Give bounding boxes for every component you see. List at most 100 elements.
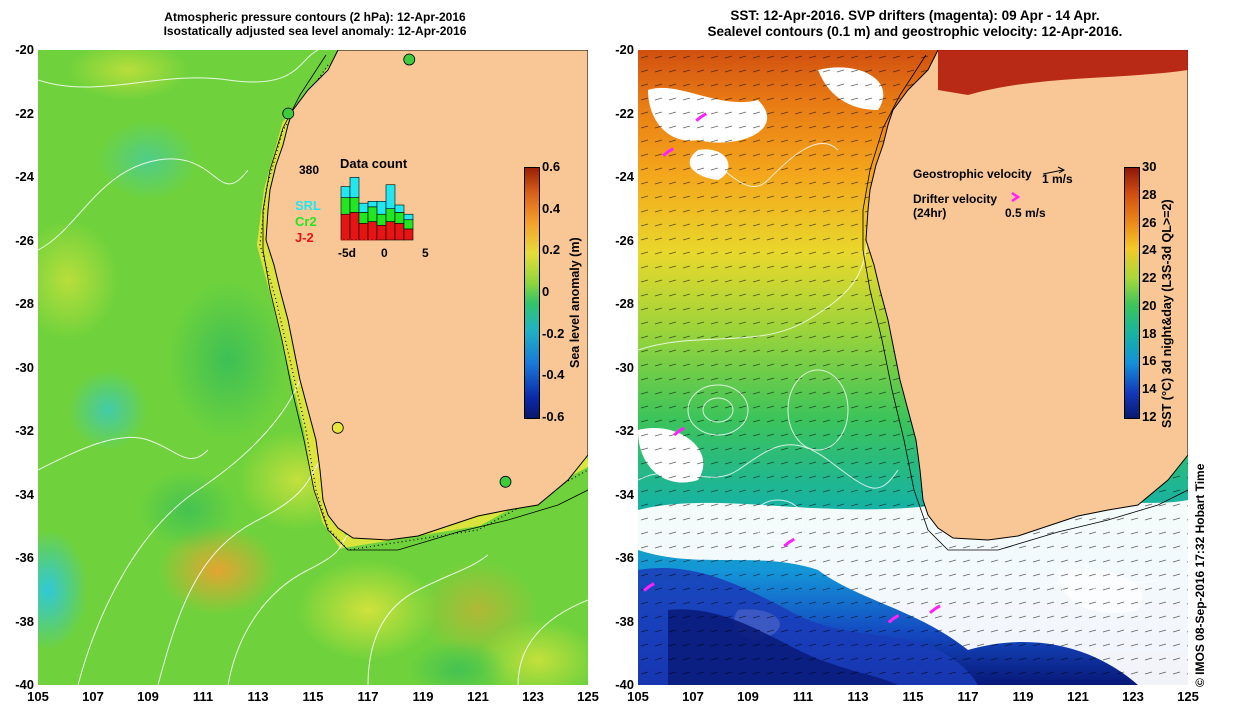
- data-count-bar-j2: [367, 221, 378, 241]
- left-map-title: Atmospheric pressure contours (2 hPa): 1…: [40, 10, 590, 38]
- data-count-bar-srl: [358, 202, 369, 213]
- colorbar-tick-label: -0.2: [542, 325, 565, 341]
- data-count-bar-j2: [385, 221, 396, 241]
- svp-drifter-track: [673, 426, 686, 437]
- svp-drifter-track: [695, 112, 708, 122]
- lon-tick-label: 113: [847, 689, 869, 704]
- data-count-bar-cr2: [376, 213, 387, 226]
- colorbar-tick-label: -0.4: [542, 367, 565, 383]
- sst-map: [638, 50, 1188, 685]
- lat-tick-label: -24: [15, 169, 34, 184]
- sst-map-canvas: [638, 50, 1188, 685]
- data-count-legend-j-2: J-2: [295, 230, 314, 245]
- colorbar-tick-label: 20: [1142, 297, 1157, 313]
- lon-tick-label: 115: [302, 689, 324, 704]
- drifter-velocity-label: Drifter velocity: [913, 192, 998, 206]
- lon-tick-label: 119: [412, 689, 434, 704]
- data-count-bar-srl: [403, 213, 414, 221]
- lon-tick-label: 109: [137, 689, 159, 704]
- data-count-bar-srl: [385, 184, 396, 209]
- tide-gauge-marker: [331, 421, 344, 434]
- lon-tick-label: 119: [1012, 689, 1034, 704]
- imos-credit: © IMOS 08-Sep-2016 17:32 Hobart Time: [1193, 463, 1207, 687]
- colorbar-tick-label: 0.2: [542, 242, 561, 258]
- colorbar-tick-label: 24: [1142, 242, 1157, 258]
- lat-tick-label: -32: [615, 423, 634, 438]
- svp-drifter-tracks: [643, 112, 941, 624]
- data-count-bar-srl: [349, 177, 360, 198]
- lon-tick-label: 117: [357, 689, 379, 704]
- data-count-legend-cr2: Cr2: [295, 214, 317, 229]
- geostrophic-velocity-scale: 1 m/s: [1042, 172, 1073, 186]
- lat-tick-label: -38: [615, 613, 634, 629]
- lon-tick-label: 111: [792, 689, 814, 704]
- data-count-bar-cr2: [358, 212, 369, 224]
- sst-colorbar: [1124, 167, 1140, 419]
- right-title-line1: SST: 12-Apr-2016. SVP drifters (magenta)…: [730, 8, 1100, 23]
- lat-tick-label: -32: [15, 423, 34, 438]
- right-map-title: SST: 12-Apr-2016. SVP drifters (magenta)…: [640, 8, 1190, 40]
- data-count-bar-srl: [394, 204, 405, 213]
- lon-tick-label: 107: [82, 689, 104, 704]
- data-count-bar-j2: [376, 224, 387, 241]
- data-count-title: Data count: [340, 156, 408, 171]
- lat-tick-label: -34: [15, 486, 34, 502]
- inset-max-label: 380: [299, 163, 319, 177]
- sst-colorbar-label: SST (°C) 3d night&day (L3S-3d QL>=2): [1160, 199, 1174, 428]
- geostrophic-velocity-label: Geostrophic velocity: [913, 167, 1032, 181]
- lat-tick-label: -20: [615, 42, 634, 57]
- lat-tick-label: -22: [615, 105, 634, 121]
- lon-tick-label: 107: [682, 689, 704, 704]
- data-count-legend-srl: SRL: [295, 198, 321, 213]
- lat-tick-label: -34: [615, 486, 634, 502]
- data-count-bar-j2: [403, 228, 414, 241]
- data-count-axis-label: 5: [422, 246, 429, 260]
- colorbar-tick-label: 30: [1142, 159, 1157, 174]
- data-count-bar-j2: [349, 212, 360, 241]
- lat-tick-label: -38: [15, 613, 34, 629]
- data-count-axis-label: 0: [381, 246, 388, 260]
- lon-tick-label: 117: [957, 689, 979, 704]
- svp-drifter-track: [783, 537, 796, 548]
- lon-tick-label: 113: [247, 689, 269, 704]
- lat-tick-label: -22: [15, 105, 34, 121]
- data-count-bar-cr2: [349, 197, 360, 213]
- lat-tick-label: -36: [615, 550, 634, 565]
- svp-drifter-track: [929, 604, 941, 614]
- tide-gauge-marker: [403, 53, 416, 66]
- lon-tick-label: 123: [1122, 689, 1144, 704]
- colorbar-tick-label: 0.6: [542, 159, 561, 174]
- colorbar-tick-label: 28: [1142, 186, 1157, 202]
- lat-tick-label: -20: [15, 42, 34, 57]
- data-count-bar-cr2: [394, 212, 405, 224]
- colorbar-tick-label: 16: [1142, 353, 1157, 369]
- tide-gauge-marker: [499, 475, 512, 488]
- lon-tick-label: 105: [27, 689, 49, 704]
- colorbar-tick-label: 26: [1142, 214, 1157, 230]
- lat-tick-label: -26: [615, 232, 634, 248]
- lon-tick-label: 109: [737, 689, 759, 704]
- left-title-line1: Atmospheric pressure contours (2 hPa): 1…: [164, 10, 466, 24]
- data-count-bar-srl: [376, 201, 387, 215]
- data-count-bar-cr2: [385, 208, 396, 222]
- data-count-bar-j2: [358, 223, 369, 241]
- right-title-line2: Sealevel contours (0.1 m) and geostrophi…: [707, 24, 1123, 39]
- tide-gauge-markers: [282, 53, 512, 488]
- lat-tick-label: -40: [15, 677, 34, 692]
- lat-tick-label: -30: [15, 359, 34, 375]
- colorbar-tick-label: 18: [1142, 325, 1157, 341]
- lon-tick-label: 111: [192, 689, 214, 704]
- lat-tick-label: -28: [615, 296, 634, 311]
- colorbar-tick-label: 12: [1142, 409, 1157, 424]
- drifter-velocity-scale: 0.5 m/s: [1005, 206, 1046, 220]
- lat-tick-label: -26: [15, 232, 34, 248]
- lon-tick-label: 125: [1177, 689, 1199, 704]
- colorbar-tick-label: 14: [1142, 381, 1157, 397]
- data-count-bar-j2: [340, 213, 351, 241]
- data-count-bar-cr2: [367, 206, 378, 222]
- lon-tick-label: 123: [522, 689, 544, 704]
- colorbar-tick-label: -0.6: [542, 409, 565, 424]
